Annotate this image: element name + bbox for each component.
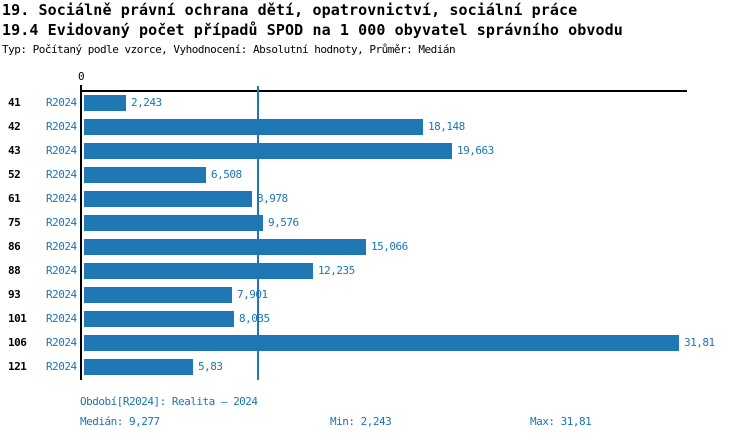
bar <box>84 239 366 255</box>
chart-row: 61 R2024 8,978 <box>0 191 750 207</box>
chart-row: 121 R2024 5,83 <box>0 359 750 375</box>
row-category-label: 75 <box>8 216 21 229</box>
row-series-label: R2024 <box>46 144 77 157</box>
x-axis-zero-tick-label: 0 <box>77 70 85 83</box>
bar <box>84 167 206 183</box>
row-category-label: 42 <box>8 120 21 133</box>
bar-value-label: 12,235 <box>318 264 355 277</box>
bar-value-label: 8,035 <box>239 312 270 325</box>
row-series-label: R2024 <box>46 336 77 349</box>
bar <box>84 143 452 159</box>
bar <box>84 119 423 135</box>
row-category-label: 41 <box>8 96 21 109</box>
row-series-label: R2024 <box>46 216 77 229</box>
row-category-label: 43 <box>8 144 21 157</box>
report-title-line1: 19. Sociálně právní ochrana dětí, opatro… <box>2 1 578 19</box>
report-title-line2: 19.4 Evidovaný počet případů SPOD na 1 0… <box>2 21 623 39</box>
row-series-label: R2024 <box>46 360 77 373</box>
row-category-label: 106 <box>8 336 27 349</box>
row-series-label: R2024 <box>46 96 77 109</box>
bar <box>84 263 313 279</box>
bar <box>84 191 252 207</box>
chart-row: 43 R2024 19,663 <box>0 143 750 159</box>
bar <box>84 287 232 303</box>
chart-row: 86 R2024 15,066 <box>0 239 750 255</box>
median-reference-line <box>257 86 259 380</box>
row-series-label: R2024 <box>46 120 77 133</box>
footer-min-label: Min: 2,243 <box>330 415 392 428</box>
chart-row: 106 R2024 31,81 <box>0 335 750 351</box>
row-category-label: 121 <box>8 360 27 373</box>
bar-value-label: 9,576 <box>268 216 299 229</box>
bar-value-label: 5,83 <box>198 360 223 373</box>
footer-max-label: Max: 31,81 <box>530 415 592 428</box>
bar <box>84 311 234 327</box>
bar-value-label: 7,901 <box>237 288 268 301</box>
row-series-label: R2024 <box>46 192 77 205</box>
y-axis-line <box>80 85 82 380</box>
chart-row: 93 R2024 7,901 <box>0 287 750 303</box>
row-series-label: R2024 <box>46 288 77 301</box>
plot-top-border <box>80 90 687 92</box>
chart-row: 42 R2024 18,148 <box>0 119 750 135</box>
bar-value-label: 19,663 <box>457 144 494 157</box>
row-series-label: R2024 <box>46 168 77 181</box>
chart-row: 41 R2024 2,243 <box>0 95 750 111</box>
chart-row: 75 R2024 9,576 <box>0 215 750 231</box>
bar-value-label: 31,81 <box>684 336 715 349</box>
row-category-label: 61 <box>8 192 21 205</box>
bar-value-label: 18,148 <box>428 120 465 133</box>
row-series-label: R2024 <box>46 264 77 277</box>
bar-value-label: 6,508 <box>211 168 242 181</box>
chart-row: 101 R2024 8,035 <box>0 311 750 327</box>
footer-median-label: Medián: 9,277 <box>80 415 160 428</box>
chart-row: 52 R2024 6,508 <box>0 167 750 183</box>
row-category-label: 86 <box>8 240 21 253</box>
bar <box>84 95 126 111</box>
bar <box>84 215 263 231</box>
row-series-label: R2024 <box>46 240 77 253</box>
footer-period-label: Období[R2024]: Realita – 2024 <box>80 395 258 408</box>
bar-value-label: 8,978 <box>257 192 288 205</box>
bar <box>84 335 679 351</box>
row-series-label: R2024 <box>46 312 77 325</box>
row-category-label: 101 <box>8 312 27 325</box>
chart-subtitle: Typ: Počítaný podle vzorce, Vyhodnocení:… <box>2 43 456 56</box>
chart-row: 88 R2024 12,235 <box>0 263 750 279</box>
row-category-label: 52 <box>8 168 21 181</box>
bar <box>84 359 193 375</box>
bar-value-label: 2,243 <box>131 96 162 109</box>
row-category-label: 88 <box>8 264 21 277</box>
row-category-label: 93 <box>8 288 21 301</box>
bar-value-label: 15,066 <box>371 240 408 253</box>
